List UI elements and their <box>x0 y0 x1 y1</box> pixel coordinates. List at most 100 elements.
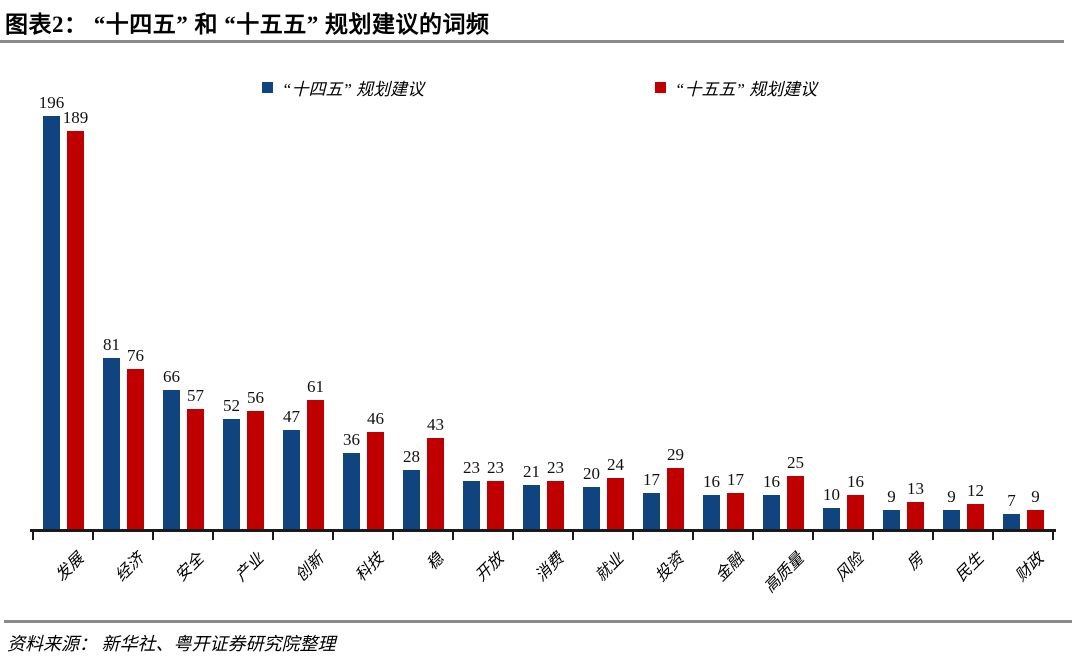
bar-value-label: 9 <box>887 487 896 506</box>
bar-shiwuwu-房 <box>907 502 924 529</box>
bar-shiwuwu-财政 <box>1027 510 1044 529</box>
bar-value-label: 16 <box>847 472 864 491</box>
bar-shiwuwu-投资 <box>667 468 684 529</box>
bar-value-label: 56 <box>247 388 264 407</box>
axis-tick <box>932 532 934 540</box>
bar-value-label: 46 <box>367 409 384 428</box>
bar-shiwuwu-产业 <box>247 411 264 529</box>
bar-value-label: 7 <box>1007 491 1016 510</box>
bar-shisiwu-就业 <box>583 487 600 529</box>
x-axis-label: 安全 <box>172 550 208 585</box>
bar-shisiwu-产业 <box>223 419 240 529</box>
bar-shiwuwu-金融 <box>727 493 744 529</box>
axis-tick <box>572 532 574 540</box>
bar-shiwuwu-民生 <box>967 504 984 529</box>
bar-value-label: 47 <box>283 407 300 426</box>
bar-shiwuwu-安全 <box>187 409 204 529</box>
bar-value-label: 189 <box>62 108 89 127</box>
axis-tick <box>512 532 514 540</box>
legend-label-shiwuwu: “十五五” 规划建议 <box>675 80 818 99</box>
axis-tick <box>452 532 454 540</box>
bar-shisiwu-科技 <box>343 453 360 529</box>
bar-value-label: 16 <box>763 472 780 491</box>
x-axis-label: 民生 <box>952 550 988 585</box>
bar-value-label: 10 <box>823 485 840 504</box>
legend-marker-blue-icon <box>262 82 273 93</box>
bar-value-label: 36 <box>343 430 360 449</box>
bar-value-label: 57 <box>187 386 204 405</box>
x-axis-label: 金融 <box>712 550 748 585</box>
bar-shiwuwu-科技 <box>367 432 384 529</box>
bar-value-label: 17 <box>643 470 660 489</box>
bar-shisiwu-创新 <box>283 430 300 529</box>
x-axis-label: 投资 <box>652 550 688 585</box>
axis-tick <box>752 532 754 540</box>
x-axis-label: 稳 <box>423 550 448 574</box>
bar-shiwuwu-高质量 <box>787 476 804 529</box>
x-axis-label: 产业 <box>232 550 268 585</box>
title-divider-line <box>0 40 1064 43</box>
bar-value-label: 21 <box>523 462 540 481</box>
bar-shisiwu-安全 <box>163 390 180 529</box>
legend-marker-red-icon <box>655 82 666 93</box>
axis-tick <box>152 532 154 540</box>
x-axis-line <box>30 529 1056 532</box>
axis-tick <box>32 532 34 540</box>
bar-value-label: 81 <box>103 335 120 354</box>
bar-value-label: 12 <box>967 481 984 500</box>
legend-item-shiwuwu: “十五五” 规划建议 <box>655 75 817 100</box>
bar-value-label: 23 <box>487 458 504 477</box>
bar-value-label: 29 <box>667 445 684 464</box>
bar-shisiwu-风险 <box>823 508 840 529</box>
axis-tick <box>92 532 94 540</box>
bar-value-label: 28 <box>403 447 420 466</box>
x-axis-label: 风险 <box>832 550 868 585</box>
axis-tick <box>872 532 874 540</box>
axis-tick <box>212 532 214 540</box>
bar-shiwuwu-就业 <box>607 478 624 529</box>
bar-value-label: 61 <box>307 377 324 396</box>
bar-value-label: 9 <box>1031 487 1040 506</box>
x-axis-label: 创新 <box>292 550 328 585</box>
axis-tick <box>632 532 634 540</box>
bar-shiwuwu-开放 <box>487 481 504 529</box>
bar-shisiwu-投资 <box>643 493 660 529</box>
bar-shiwuwu-风险 <box>847 495 864 529</box>
bar-value-label: 24 <box>607 455 624 474</box>
x-axis-label: 房 <box>903 550 928 574</box>
legend-label-shisiwu: “十四五” 规划建议 <box>282 80 425 99</box>
x-axis-label: 发展 <box>52 550 88 585</box>
footer-divider-line <box>4 620 1072 623</box>
bar-value-label: 9 <box>947 487 956 506</box>
axis-tick <box>392 532 394 540</box>
bar-value-label: 66 <box>163 367 180 386</box>
x-axis-label: 财政 <box>1012 550 1048 585</box>
x-axis-label: 高质量 <box>761 550 808 597</box>
bar-value-label: 52 <box>223 396 240 415</box>
x-axis-label: 消费 <box>532 550 568 585</box>
axis-tick <box>992 532 994 540</box>
bar-value-label: 23 <box>547 458 564 477</box>
bar-value-label: 196 <box>38 93 65 112</box>
bar-shisiwu-经济 <box>103 358 120 529</box>
bar-value-label: 17 <box>727 470 744 489</box>
bar-value-label: 16 <box>703 472 720 491</box>
bar-shiwuwu-稳 <box>427 438 444 529</box>
chart-title: 图表2： “十四五” 和 “十五五” 规划建议的词频 <box>5 12 490 37</box>
legend-item-shisiwu: “十四五” 规划建议 <box>262 75 424 100</box>
bar-shisiwu-高质量 <box>763 495 780 529</box>
bar-value-label: 76 <box>127 346 144 365</box>
bar-value-label: 20 <box>583 464 600 483</box>
bar-shisiwu-消费 <box>523 485 540 529</box>
bar-shiwuwu-经济 <box>127 369 144 529</box>
axis-tick <box>332 532 334 540</box>
axis-tick <box>692 532 694 540</box>
axis-tick <box>812 532 814 540</box>
source-note: 资料来源： 新华社、粤开证券研究院整理 <box>7 634 336 654</box>
axis-tick <box>1052 532 1054 540</box>
axis-tick <box>272 532 274 540</box>
bar-shisiwu-发展 <box>43 116 60 529</box>
bar-shisiwu-稳 <box>403 470 420 529</box>
